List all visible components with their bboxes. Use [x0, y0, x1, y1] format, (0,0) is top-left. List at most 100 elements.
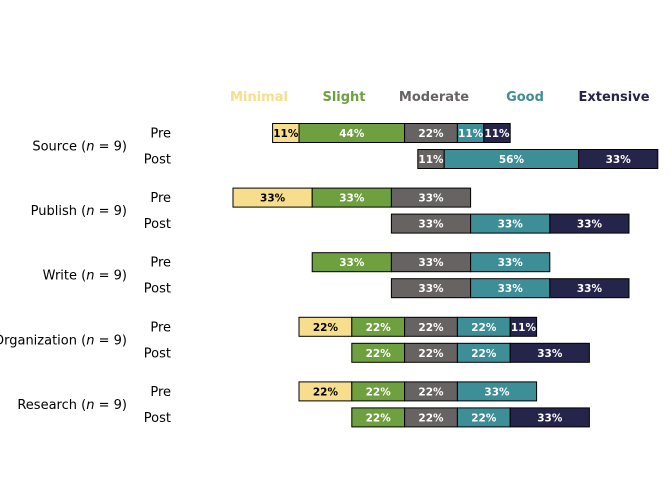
data-label: 33% [577, 219, 603, 231]
group-name: Research [17, 398, 77, 413]
group-name: Organization [0, 333, 77, 348]
bar-row-post: Post 22% 22% 22% 33% [144, 407, 590, 428]
group-n-prefix: ( [77, 333, 86, 348]
group-n-prefix: ( [77, 140, 86, 155]
data-label: 11% [511, 322, 537, 334]
data-label: 33% [339, 257, 365, 269]
bar-segment-moderate [390, 187, 472, 208]
data-label: 33% [537, 412, 563, 424]
data-label: 33% [418, 257, 444, 269]
group-n-equals: = [94, 398, 113, 413]
group-label: Write (n = 9) [43, 269, 127, 284]
group-n-prefix: ( [77, 204, 86, 219]
group-n-equals: = [94, 140, 113, 155]
group-label: Publish (n = 9) [31, 204, 127, 219]
group-publish: Publish (n = 9) Pre 33% 33% 33% Post 33% 33% 33% [31, 187, 630, 234]
group-n-suffix: ) [122, 140, 127, 155]
data-label: 22% [313, 386, 339, 398]
bar-segment-extensive [509, 342, 590, 363]
data-label: 22% [366, 348, 392, 360]
chart-legend: Minimal Slight Moderate Good Extensive [230, 90, 650, 105]
data-label: 33% [418, 219, 444, 231]
group-label: Research (n = 9) [17, 398, 127, 413]
row-label: Post [144, 282, 171, 297]
data-label: 22% [313, 322, 339, 334]
data-label: 33% [498, 219, 524, 231]
data-label: 22% [418, 128, 444, 140]
bar-row-post: Post 22% 22% 22% 33% [144, 342, 590, 363]
data-label: 33% [418, 283, 444, 295]
group-n-value: 9 [114, 398, 122, 413]
row-label: Post [144, 153, 171, 168]
data-label: 22% [366, 322, 392, 334]
bar-segment-extensive [483, 123, 511, 143]
data-label: 22% [418, 412, 444, 424]
group-n-equals: = [94, 333, 113, 348]
group-name: Source [32, 140, 77, 155]
group-n-suffix: ) [122, 204, 127, 219]
data-label: 22% [366, 386, 392, 398]
plot-area: Source (n = 9)Pre 11% 44% 22% 11% 11%Post 11% 5… [0, 123, 659, 428]
data-label: 22% [366, 412, 392, 424]
bar-segment-extensive [549, 278, 630, 299]
data-label: 22% [471, 322, 497, 334]
data-label: 44% [339, 128, 365, 140]
group-n-symbol: n [86, 269, 94, 284]
data-label: 33% [339, 193, 365, 205]
group-research: Research (n = 9) Pre 22% 22% 22% 33% Post 22% 22… [17, 381, 590, 428]
data-label: 22% [418, 386, 444, 398]
legend-item-slight: Slight [322, 90, 365, 105]
group-source: Source (n = 9)Pre 11% 44% 22% 11% 11%Post 11% 5… [32, 123, 659, 169]
group-n-value: 9 [114, 140, 122, 155]
legend-item-moderate: Moderate [399, 90, 469, 105]
data-label: 22% [471, 412, 497, 424]
bar-row-pre: Pre 22% 22% 22% 22% 11% [150, 316, 538, 337]
group-n-suffix: ) [122, 398, 127, 413]
group-write: Write (n = 9) Pre 33% 33% 33% Post 33% 33% 33% [43, 252, 630, 299]
row-label: Post [144, 411, 171, 426]
data-label: 33% [260, 193, 286, 205]
bar-segment-good [470, 252, 551, 273]
bar-row-pre: Pre 33% 33% 33% [150, 187, 472, 208]
bar-segment-extensive [509, 316, 538, 337]
data-label: 33% [484, 386, 510, 398]
bar-row-pre: Pre 33% 33% 33% [150, 252, 551, 273]
group-organization: Organization (n = 9) Pre 22% 22% 22% 22% 11% Po… [0, 316, 590, 363]
data-label: 33% [606, 154, 632, 166]
legend-item-good: Good [506, 90, 544, 105]
row-label: Pre [150, 127, 171, 142]
data-label: 33% [498, 257, 524, 269]
group-n-symbol: n [86, 398, 94, 413]
group-name: Publish [31, 204, 77, 219]
data-label: 11% [484, 128, 510, 140]
data-label: 11% [273, 128, 299, 140]
bar-segment-extensive [578, 149, 659, 169]
group-n-symbol: n [86, 333, 94, 348]
bar-row-pre: Pre 11% 44% 22% 11% 11% [150, 123, 511, 143]
row-label: Post [144, 217, 171, 232]
group-label: Organization (n = 9) [0, 333, 127, 348]
group-n-symbol: n [86, 140, 94, 155]
group-n-prefix: ( [77, 269, 86, 284]
data-label: 33% [498, 283, 524, 295]
legend-item-minimal: Minimal [230, 90, 288, 105]
data-label: 33% [577, 283, 603, 295]
bar-segment-extensive [509, 407, 590, 428]
data-label: 11% [418, 154, 444, 166]
data-label: 22% [471, 348, 497, 360]
group-n-equals: = [94, 204, 113, 219]
group-n-suffix: ) [122, 333, 127, 348]
group-n-symbol: n [86, 204, 94, 219]
data-label: 11% [458, 128, 484, 140]
bar-row-pre: Pre 22% 22% 22% 33% [150, 381, 538, 402]
data-label: 33% [537, 348, 563, 360]
data-label: 22% [418, 322, 444, 334]
group-n-value: 9 [114, 269, 122, 284]
group-n-prefix: ( [77, 398, 86, 413]
bar-row-post: Post 11% 56% 33% [144, 149, 659, 169]
row-label: Pre [150, 385, 171, 400]
row-label: Post [144, 346, 171, 361]
bar-segment-good [456, 381, 538, 402]
group-name: Write [43, 269, 77, 284]
